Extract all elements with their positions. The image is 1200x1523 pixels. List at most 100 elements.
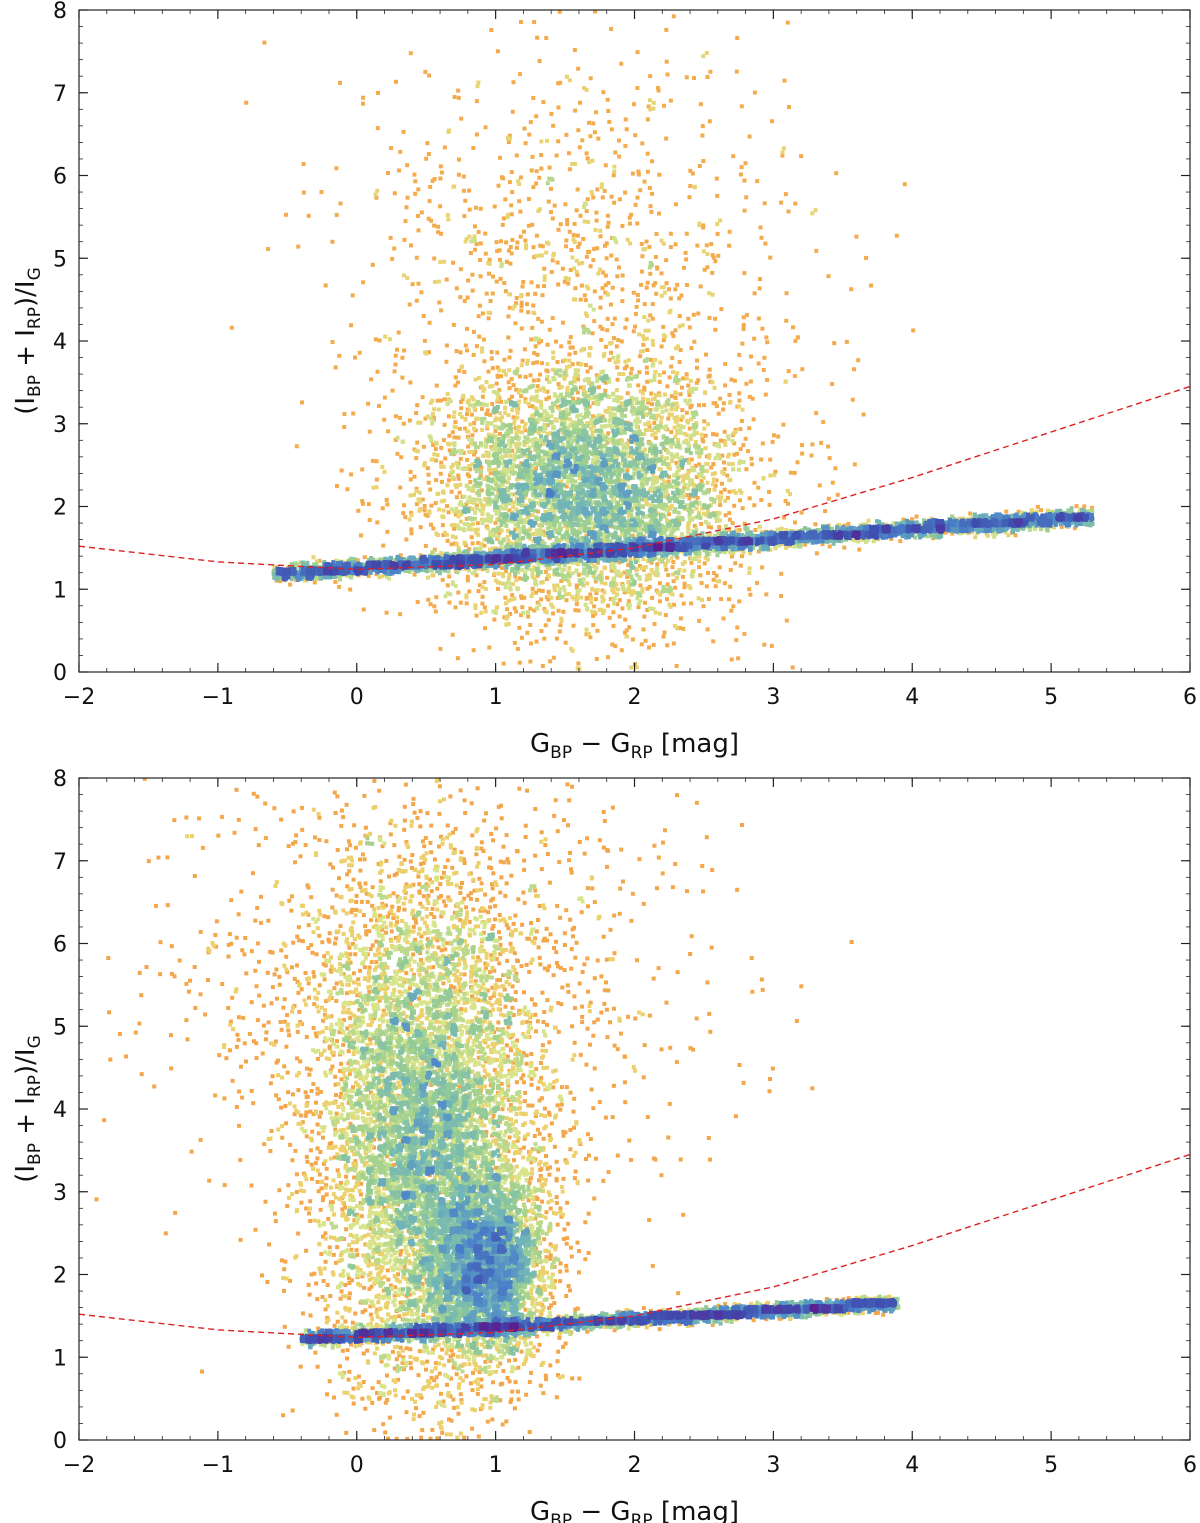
data-point (423, 350, 428, 355)
data-point (566, 427, 571, 432)
data-point (629, 665, 634, 670)
data-point (601, 354, 606, 359)
data-point (648, 558, 653, 563)
data-point (516, 390, 521, 395)
data-point (455, 509, 460, 514)
data-point (542, 266, 547, 271)
data-point (660, 559, 664, 564)
data-point (477, 476, 482, 481)
data-point (647, 556, 652, 561)
data-point (554, 153, 559, 158)
data-point (911, 328, 916, 333)
data-point (612, 585, 617, 590)
data-point (674, 407, 679, 412)
data-point (442, 422, 447, 427)
data-point (445, 213, 450, 218)
data-point (744, 467, 749, 472)
data-point (392, 246, 397, 251)
data-point (716, 253, 721, 258)
data-point (402, 237, 407, 242)
data-point (381, 543, 386, 548)
data-point (711, 639, 716, 644)
data-point (545, 181, 550, 186)
data-point (689, 556, 694, 561)
data-point (495, 517, 500, 522)
data-point (472, 516, 477, 521)
data-point (522, 439, 527, 444)
data-point (523, 577, 528, 582)
data-point (582, 567, 587, 572)
data-point (661, 555, 666, 560)
data-point (646, 328, 651, 333)
data-point (650, 397, 655, 402)
data-point (512, 457, 517, 462)
data-point (497, 368, 502, 373)
data-point (593, 110, 598, 115)
data-point (549, 420, 554, 425)
data-point (661, 525, 666, 529)
data-point (504, 616, 509, 621)
data-point (531, 378, 536, 383)
data-point (665, 72, 670, 77)
data-point (710, 270, 715, 275)
data-point (552, 521, 556, 526)
data-point (414, 502, 419, 507)
data-point (546, 199, 551, 204)
data-point (470, 395, 474, 400)
data-point (458, 295, 463, 300)
data-point (412, 474, 417, 479)
data-point (575, 233, 580, 238)
data-point (333, 365, 338, 370)
data-point (375, 520, 380, 525)
data-point (449, 542, 454, 547)
data-point (537, 516, 542, 521)
data-point (486, 478, 491, 483)
data-point (568, 268, 573, 272)
data-point (560, 422, 565, 427)
data-point (534, 169, 539, 174)
data-point (681, 479, 685, 484)
data-point (620, 413, 625, 418)
data-point (657, 172, 662, 177)
data-point (536, 570, 540, 575)
data-point (458, 456, 463, 461)
data-point (526, 402, 531, 406)
data-point (414, 456, 419, 461)
data-point (452, 551, 456, 556)
data-point (407, 302, 412, 307)
data-point (638, 583, 643, 588)
data-point (534, 233, 539, 238)
data-point (567, 229, 572, 234)
data-point (665, 384, 670, 389)
data-point (728, 567, 733, 572)
data-point (571, 423, 576, 428)
data-point (751, 417, 756, 422)
data-point (507, 180, 512, 185)
data-point (563, 202, 568, 207)
data-point (515, 646, 520, 651)
data-point (643, 565, 648, 570)
data-point (710, 472, 715, 477)
data-point (672, 425, 677, 430)
data-point (817, 483, 822, 488)
data-point (692, 185, 697, 190)
data-point (624, 528, 629, 533)
data-point (467, 234, 472, 239)
data-point (545, 432, 550, 436)
data-point (732, 452, 737, 457)
data-point (564, 238, 569, 243)
data-point (537, 462, 542, 467)
data-point (520, 605, 525, 610)
data-point (492, 617, 497, 622)
data-point (584, 446, 589, 451)
data-point (684, 503, 689, 508)
data-point (492, 204, 497, 209)
data-point (476, 230, 481, 234)
data-point (735, 451, 740, 456)
data-point (466, 487, 471, 492)
data-point (480, 585, 485, 590)
data-point (567, 358, 572, 363)
data-point (605, 575, 610, 580)
data-point (500, 422, 505, 427)
data-point (653, 610, 658, 615)
